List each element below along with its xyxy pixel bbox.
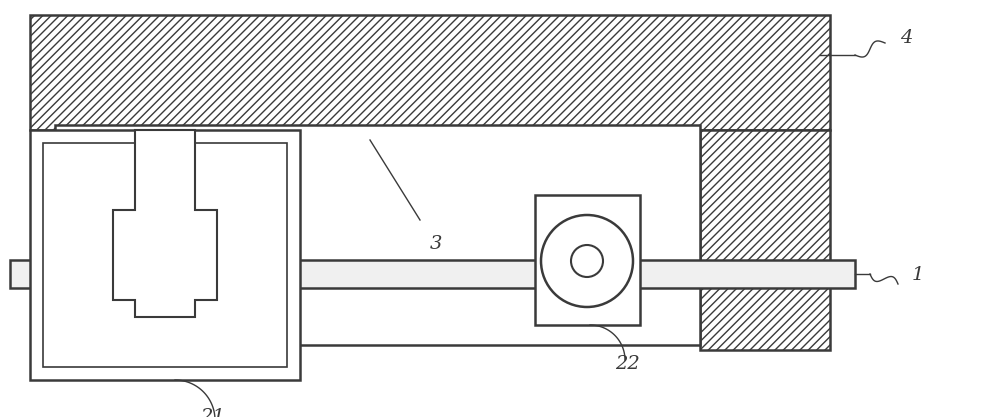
Text: 1: 1 xyxy=(912,266,924,284)
Polygon shape xyxy=(113,130,217,317)
Text: 3: 3 xyxy=(430,235,442,253)
Bar xyxy=(30,130,300,380)
Bar xyxy=(10,260,855,288)
Bar xyxy=(30,15,830,130)
Circle shape xyxy=(541,215,633,307)
Bar xyxy=(700,130,830,350)
Text: 21: 21 xyxy=(200,408,225,417)
Bar xyxy=(55,125,700,345)
Text: 22: 22 xyxy=(615,355,640,373)
Bar xyxy=(43,143,287,367)
Bar xyxy=(535,195,640,325)
Text: 4: 4 xyxy=(900,29,912,47)
Circle shape xyxy=(571,245,603,277)
